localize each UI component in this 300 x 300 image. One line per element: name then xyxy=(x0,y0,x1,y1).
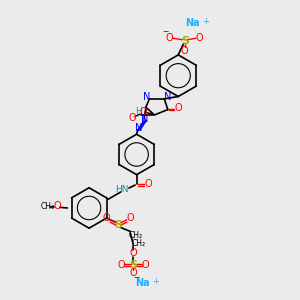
Text: O: O xyxy=(195,33,203,43)
Text: HN: HN xyxy=(116,185,129,194)
Text: O: O xyxy=(166,33,173,43)
Text: Na: Na xyxy=(185,18,200,28)
Text: O: O xyxy=(174,103,182,113)
Text: S: S xyxy=(181,36,189,46)
Text: O: O xyxy=(127,213,134,223)
Text: O: O xyxy=(130,248,137,258)
Text: +: + xyxy=(202,17,209,26)
Text: O: O xyxy=(142,260,150,270)
Text: –: – xyxy=(162,25,169,38)
Text: S: S xyxy=(115,220,122,230)
Text: –: – xyxy=(133,271,140,284)
Text: O: O xyxy=(117,260,125,270)
Text: O: O xyxy=(140,107,147,117)
Text: N: N xyxy=(135,123,142,133)
Text: O: O xyxy=(130,268,137,278)
Text: O: O xyxy=(128,113,136,124)
Text: CH₃: CH₃ xyxy=(40,202,55,211)
Text: CH₂: CH₂ xyxy=(129,231,143,240)
Text: N: N xyxy=(164,92,171,102)
Text: H: H xyxy=(135,107,142,116)
Text: N: N xyxy=(143,92,150,102)
Text: Na: Na xyxy=(135,278,150,288)
Text: O: O xyxy=(53,202,61,212)
Text: O: O xyxy=(103,213,110,223)
Text: S: S xyxy=(129,260,137,270)
Text: O: O xyxy=(144,179,152,189)
Text: CH₂: CH₂ xyxy=(132,239,146,248)
Text: O: O xyxy=(181,46,189,56)
Text: N: N xyxy=(141,114,148,124)
Text: +: + xyxy=(152,277,159,286)
